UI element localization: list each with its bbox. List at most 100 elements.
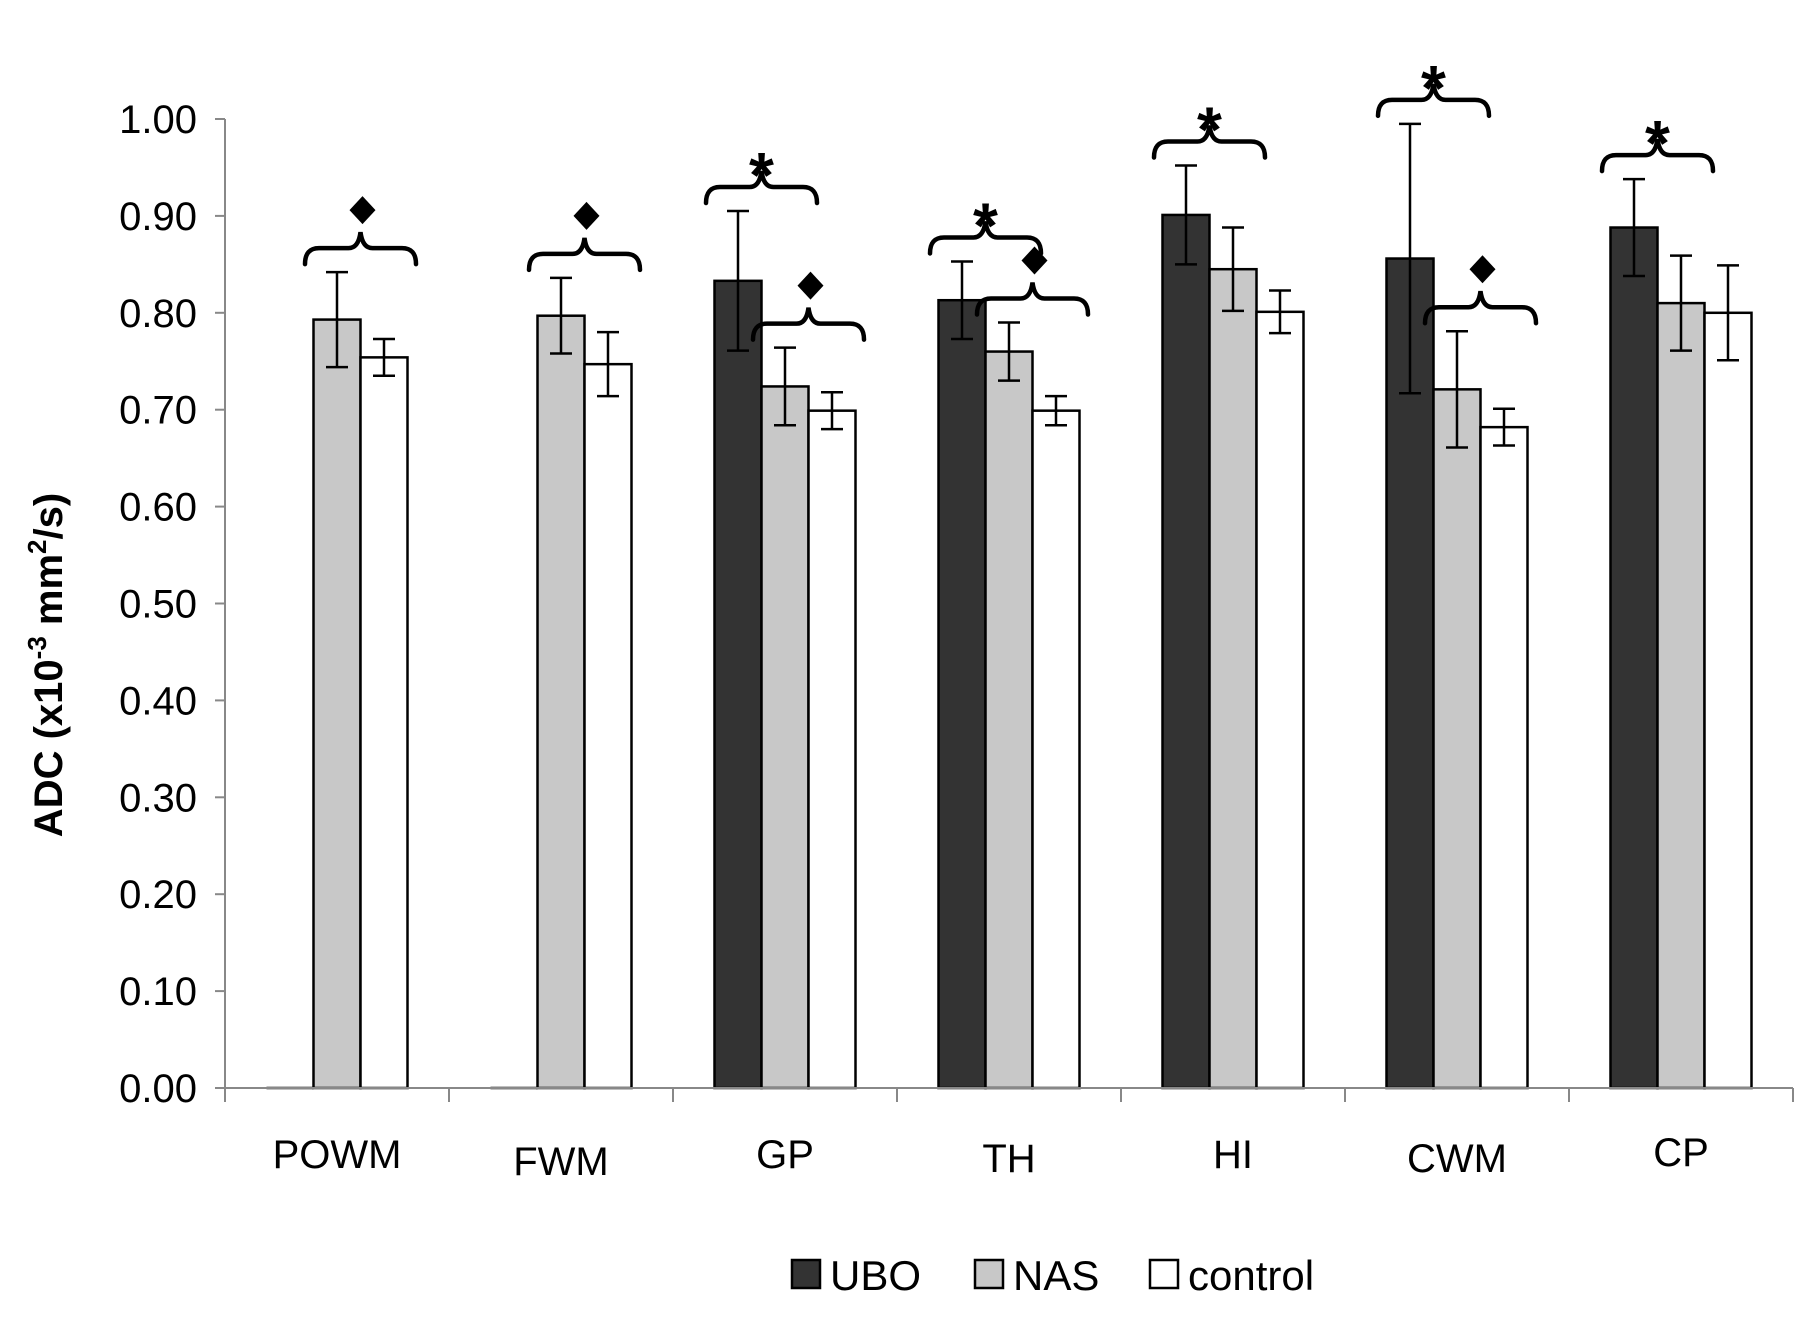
bar-NAS-TH <box>984 350 1034 1090</box>
y-tick-label: 0.40 <box>119 679 197 723</box>
bar-NAS-HI <box>1208 267 1258 1090</box>
y-tick-label: 1.00 <box>119 98 197 142</box>
error-bar-control-CP <box>1717 264 1739 362</box>
x-category-label: FWM <box>513 1140 609 1184</box>
error-bar-control-POWM <box>373 337 395 378</box>
bar-UBO-CP <box>1609 226 1659 1090</box>
y-tick-label: 0.70 <box>119 389 197 433</box>
legend-swatch <box>1148 1258 1180 1290</box>
error-bar-UBO-HI <box>1175 164 1197 266</box>
x-category-label: CWM <box>1407 1137 1507 1181</box>
diamond-marker <box>797 271 824 300</box>
x-category-label: TH <box>982 1137 1035 1181</box>
bracket-path <box>1375 83 1492 119</box>
y-tick-label: 0.20 <box>119 873 197 917</box>
error-bar-control-FWM <box>597 330 619 398</box>
x-category-label: GP <box>756 1133 814 1177</box>
diamond-marker <box>1021 246 1048 275</box>
error-bar-UBO-TH <box>951 260 973 341</box>
x-category-label: POWM <box>273 1133 402 1177</box>
bar-control-CWM <box>1479 425 1529 1090</box>
diamond-marker <box>1469 255 1496 284</box>
error-bar-NAS-TH <box>998 321 1020 382</box>
error-bar-NAS-POWM <box>326 270 348 369</box>
y-axis-label: ADC (x10-3 mm2/s) <box>22 493 71 837</box>
bar-NAS-CWM <box>1432 388 1482 1090</box>
error-bar-control-GP <box>821 391 843 431</box>
y-tick-label: 0.60 <box>119 486 197 530</box>
error-bar-UBO-CP <box>1623 177 1645 278</box>
significance-bracket-GP-2: * <box>703 139 820 211</box>
legend: UBO NAS control <box>790 1252 1314 1299</box>
bracket-path <box>302 231 419 267</box>
asterisk-marker: * <box>749 139 774 211</box>
bar-control-FWM <box>583 362 633 1090</box>
error-bar-UBO-GP <box>727 209 749 352</box>
bars-layer <box>266 122 1753 1090</box>
legend-swatch <box>790 1258 822 1290</box>
diamond-marker <box>573 201 600 230</box>
error-bar-NAS-GP <box>774 346 796 427</box>
x-category-label: CP <box>1653 1131 1709 1175</box>
y-tick-label: 0.80 <box>119 292 197 336</box>
y-tick-label: 0.50 <box>119 583 197 627</box>
significance-bracket-POWM-0 <box>302 196 419 267</box>
error-bar-control-HI <box>1269 289 1291 335</box>
significance-bracket-CWM-8 <box>1422 255 1539 326</box>
legend-label: UBO <box>830 1252 921 1299</box>
bracket-path <box>1151 125 1268 160</box>
bar-control-POWM <box>359 356 409 1090</box>
bracket-path <box>1599 138 1716 174</box>
y-tick-label: 0.90 <box>119 195 197 239</box>
asterisk-marker: * <box>1645 107 1670 179</box>
axes-layer: 0.00 0.10 0.20 0.30 0.40 0.50 0.60 0.70 0.80 0.90… <box>119 98 1794 1184</box>
bracket-path <box>703 170 820 206</box>
bar-control-GP <box>807 409 857 1090</box>
bar-NAS-GP <box>760 385 810 1090</box>
error-bar-control-TH <box>1045 394 1067 427</box>
bar-UBO-HI <box>1161 213 1211 1090</box>
annotations-layer: * * * * * <box>302 52 1716 342</box>
error-bar-NAS-CP <box>1670 254 1692 352</box>
bar-UBO-GP <box>713 279 763 1090</box>
significance-bracket-GP-3 <box>750 271 867 342</box>
bar-control-HI <box>1255 310 1305 1090</box>
legend-item-control: control <box>1148 1252 1314 1299</box>
legend-label: control <box>1188 1252 1314 1299</box>
error-bar-control-CWM <box>1493 407 1515 447</box>
bracket-path <box>526 237 643 273</box>
legend-item-UBO: UBO <box>790 1252 921 1299</box>
legend-swatch <box>973 1258 1005 1290</box>
bar-UBO-TH <box>937 298 987 1090</box>
significance-bracket-TH-5 <box>974 246 1091 317</box>
y-tick-label: 0.10 <box>119 970 197 1014</box>
bar-control-CP <box>1703 311 1753 1090</box>
bracket-path <box>927 221 1044 256</box>
bracket-path <box>1422 290 1539 326</box>
bar-UBO-CWM <box>1385 257 1435 1090</box>
bar-NAS-POWM <box>312 318 362 1090</box>
error-bar-NAS-FWM <box>550 276 572 355</box>
asterisk-marker: * <box>1421 52 1446 124</box>
error-bar-NAS-CWM <box>1446 329 1468 449</box>
asterisk-marker: * <box>973 189 998 261</box>
significance-bracket-TH-4: * <box>927 189 1044 261</box>
bracket-path <box>750 307 867 342</box>
asterisk-marker: * <box>1197 94 1222 166</box>
y-tick-label: 0.30 <box>119 776 197 820</box>
significance-bracket-FWM-1 <box>526 201 643 273</box>
bar-NAS-FWM <box>536 314 586 1090</box>
error-bar-UBO-CWM <box>1399 122 1421 395</box>
legend-label: NAS <box>1013 1252 1099 1299</box>
y-tick-label: 0.00 <box>119 1067 197 1111</box>
error-bar-NAS-HI <box>1222 226 1244 313</box>
bar-control-TH <box>1031 409 1081 1090</box>
significance-bracket-CWM-7: * <box>1375 52 1492 124</box>
legend-item-NAS: NAS <box>973 1252 1099 1299</box>
significance-bracket-HI-6: * <box>1151 94 1268 166</box>
x-category-label: HI <box>1213 1133 1253 1177</box>
diamond-marker <box>349 196 376 225</box>
bracket-path <box>974 282 1091 317</box>
significance-bracket-CP-9: * <box>1599 107 1716 179</box>
